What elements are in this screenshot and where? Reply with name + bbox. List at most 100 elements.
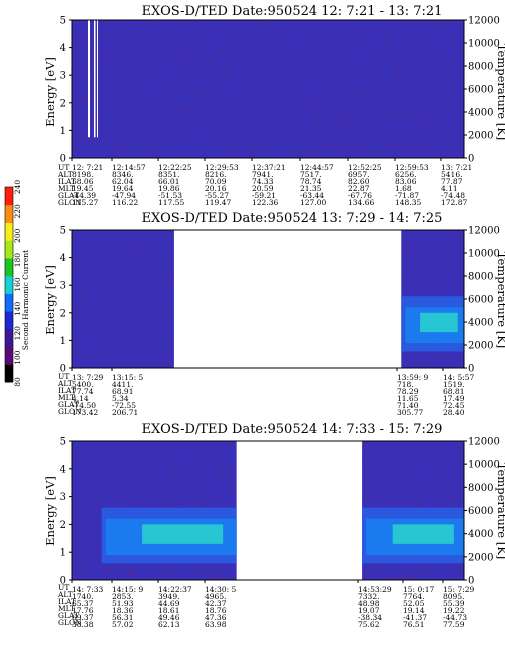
noise-pixel [148, 249, 150, 251]
noise-pixel [177, 463, 179, 465]
noise-pixel [398, 116, 400, 118]
noise-pixel [375, 461, 377, 463]
noise-pixel [151, 447, 153, 449]
noise-pixel [180, 111, 182, 113]
noise-pixel [227, 37, 229, 39]
noise-pixel [129, 283, 131, 285]
noise-pixel [170, 503, 172, 505]
noise-pixel [83, 563, 85, 565]
noise-pixel [383, 111, 385, 113]
panel-1-plot-area [71, 19, 465, 159]
noise-pixel [396, 445, 398, 447]
noise-pixel [80, 119, 82, 121]
noise-pixel [95, 51, 97, 53]
noise-pixel [84, 299, 86, 301]
noise-pixel [302, 44, 304, 46]
noise-pixel [167, 505, 169, 507]
noise-pixel [455, 444, 457, 446]
noise-pixel [72, 146, 74, 148]
noise-pixel [432, 506, 434, 508]
noise-pixel [86, 316, 88, 318]
noise-pixel [77, 460, 79, 462]
noise-pixel [183, 486, 185, 488]
noise-pixel [153, 97, 155, 99]
noise-pixel [369, 442, 371, 444]
noise-pixel [385, 43, 387, 45]
noise-pixel [452, 499, 454, 501]
noise-pixel [349, 58, 351, 60]
noise-pixel [202, 92, 204, 94]
noise-pixel [356, 129, 358, 131]
noise-pixel [459, 489, 461, 491]
noise-pixel [401, 563, 403, 565]
noise-pixel [72, 542, 74, 544]
noise-pixel [393, 504, 395, 506]
y-tick-label: 2 [60, 308, 66, 319]
noise-pixel [151, 35, 153, 37]
noise-pixel [250, 88, 252, 90]
y2-tick-label: 6000 [468, 295, 493, 306]
noise-pixel [440, 483, 442, 485]
noise-pixel [80, 232, 82, 234]
noise-pixel [369, 453, 371, 455]
noise-pixel [226, 45, 228, 47]
noise-pixel [137, 249, 139, 251]
noise-pixel [273, 101, 275, 103]
noise-pixel [97, 30, 99, 32]
noise-pixel [419, 471, 421, 473]
noise-pixel [124, 578, 126, 580]
noise-pixel [116, 43, 118, 45]
noise-pixel [81, 493, 83, 495]
noise-pixel [103, 34, 105, 36]
noise-pixel [103, 274, 105, 276]
noise-pixel [446, 153, 448, 155]
noise-pixel [445, 127, 447, 129]
noise-pixel [98, 103, 100, 105]
noise-pixel [89, 66, 91, 68]
noise-pixel [260, 45, 262, 47]
noise-pixel [95, 534, 97, 536]
noise-pixel [420, 73, 422, 75]
noise-pixel [80, 332, 82, 334]
noise-pixel [135, 307, 137, 309]
noise-pixel [316, 123, 318, 125]
noise-pixel [421, 145, 423, 147]
noise-pixel [171, 93, 173, 95]
noise-pixel [367, 574, 369, 576]
noise-pixel [100, 306, 102, 308]
noise-pixel [311, 151, 313, 153]
y2-tick-label: 10000 [468, 460, 500, 471]
noise-pixel [99, 301, 101, 303]
noise-pixel [260, 133, 262, 135]
noise-pixel [121, 145, 123, 147]
noise-pixel [406, 253, 408, 255]
noise-pixel [153, 36, 155, 38]
noise-pixel [432, 48, 434, 50]
noise-pixel [164, 230, 166, 232]
noise-pixel [183, 475, 185, 477]
noise-pixel [133, 364, 135, 366]
noise-pixel [134, 67, 136, 69]
noise-pixel [156, 454, 158, 456]
noise-pixel [356, 93, 358, 95]
noise-pixel [449, 80, 451, 82]
eph-value: 57.02 [112, 620, 134, 629]
noise-pixel [156, 288, 158, 290]
noise-pixel [440, 280, 442, 282]
noise-pixel [240, 105, 242, 107]
noise-pixel [407, 46, 409, 48]
colorbar-tick-label: 80 [13, 377, 22, 387]
noise-pixel [413, 231, 415, 233]
noise-pixel [107, 106, 109, 108]
noise-pixel [93, 232, 95, 234]
noise-pixel [106, 280, 108, 282]
noise-pixel [199, 505, 201, 507]
noise-pixel [348, 121, 350, 123]
noise-pixel [429, 563, 431, 565]
noise-pixel [301, 71, 303, 73]
noise-pixel [188, 94, 190, 96]
noise-pixel [181, 49, 183, 51]
noise-pixel [171, 571, 173, 573]
noise-pixel [83, 563, 85, 565]
noise-pixel [125, 312, 127, 314]
